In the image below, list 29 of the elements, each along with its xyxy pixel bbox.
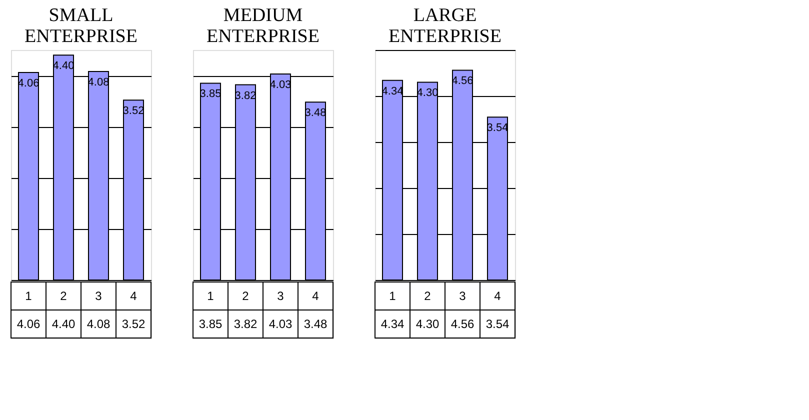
data-label: 3.52	[122, 317, 146, 331]
x-tick-label: 1	[25, 289, 32, 303]
x-tick-label: 3	[277, 289, 284, 303]
data-label: 3.48	[304, 317, 328, 331]
data-label: 3.85	[198, 317, 222, 331]
data-label: 4.06	[16, 317, 40, 331]
x-tick-label: 2	[60, 289, 68, 303]
x-tick-label: 2	[424, 289, 432, 303]
x-tick-label: 4	[130, 289, 138, 303]
x-tick-label: 3	[95, 289, 102, 303]
data-label: 4.40	[52, 317, 76, 331]
chart-title: MEDIUM ENTERPRISE	[206, 5, 320, 47]
data-label: 3.82	[234, 317, 258, 331]
x-tick-label: 4	[312, 289, 320, 303]
data-label: 3.54	[486, 317, 510, 331]
data-label: 4.08	[86, 317, 110, 331]
text: 4.34	[382, 85, 404, 98]
chart-title: SMALL ENTERPRISE	[24, 5, 138, 47]
data-label: 4.34	[380, 317, 404, 331]
data-label: 4.03	[268, 317, 292, 331]
data-label: 4.56	[450, 317, 474, 331]
data-label: 4.30	[416, 317, 440, 331]
chart-title: LARGE ENTERPRISE	[388, 5, 502, 47]
x-tick-label: 4	[494, 289, 502, 303]
x-tick-label: 1	[389, 289, 396, 303]
x-tick-label: 1	[207, 289, 214, 303]
x-tick-label: 2	[242, 289, 250, 303]
x-tick-label: 3	[459, 289, 466, 303]
text: 3.54	[486, 122, 508, 134]
